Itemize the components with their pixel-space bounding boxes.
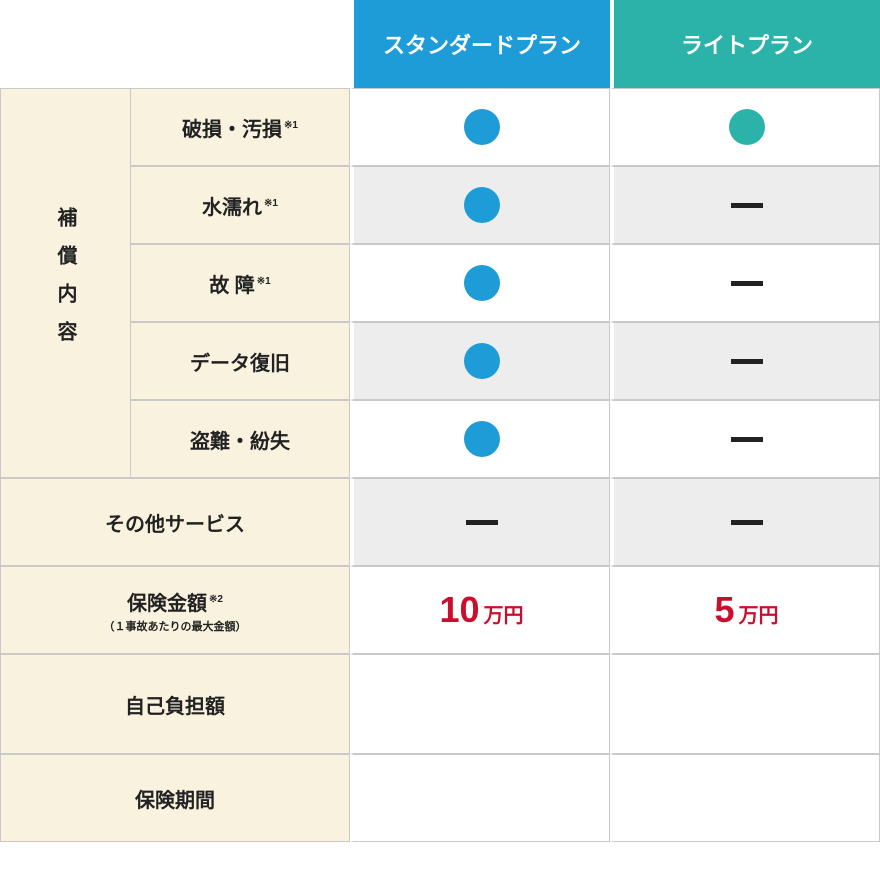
- circle-icon: [464, 109, 500, 145]
- dash-icon: [731, 359, 763, 364]
- amount-light-unit: 万円: [739, 599, 779, 628]
- row-label-other-services-text: その他サービス: [105, 508, 245, 537]
- circle-icon: [464, 187, 500, 223]
- amount-standard-num: 10: [439, 589, 479, 631]
- amount-light: 5 万円: [714, 589, 778, 631]
- amount-standard-unit: 万円: [484, 599, 524, 628]
- header-blank: [0, 0, 350, 88]
- row-label-data-recovery: データ復旧: [130, 322, 350, 400]
- row-label-damage: 破損・汚損※1: [130, 88, 350, 166]
- row-label-other-services: その他サービス: [0, 478, 350, 566]
- cell-theft-light: [610, 400, 880, 478]
- row-label-theft-text: 盗難・紛失: [190, 425, 290, 454]
- row-label-water-text: 水濡れ: [202, 197, 262, 219]
- cell-damage-standard: [350, 88, 610, 166]
- cell-damage-light: [610, 88, 880, 166]
- cell-other-standard: [350, 478, 610, 566]
- cell-period-light: [610, 754, 880, 842]
- row-label-data-recovery-text: データ復旧: [190, 347, 290, 376]
- row-label-period-text: 保険期間: [135, 784, 215, 813]
- row-label-insurance-amount-text: 保険金額: [127, 593, 207, 615]
- header-plan-standard: スタンダードプラン: [350, 0, 610, 88]
- cell-datarec-standard: [350, 322, 610, 400]
- dash-icon: [466, 520, 498, 525]
- cell-datarec-light: [610, 322, 880, 400]
- dash-icon: [731, 281, 763, 286]
- row-label-water: 水濡れ※1: [130, 166, 350, 244]
- row-label-malfunction-text: 故 障: [209, 275, 255, 297]
- circle-icon: [464, 343, 500, 379]
- header-plan-light: ライトプラン: [610, 0, 880, 88]
- cell-water-standard: [350, 166, 610, 244]
- cell-theft-standard: [350, 400, 610, 478]
- circle-icon: [729, 109, 765, 145]
- circle-icon: [464, 421, 500, 457]
- row-label-insurance-amount-sub: （１事故あたりの最大金額）: [104, 618, 247, 634]
- note-1a: ※1: [284, 120, 298, 131]
- cell-deductible-light: [610, 654, 880, 754]
- dash-icon: [731, 520, 763, 525]
- category-coverage: 補償内容: [0, 88, 130, 478]
- cell-water-light: [610, 166, 880, 244]
- cell-malfunction-light: [610, 244, 880, 322]
- row-label-malfunction: 故 障※1: [130, 244, 350, 322]
- cell-malfunction-standard: [350, 244, 610, 322]
- row-label-deductible-text: 自己負担額: [125, 690, 225, 719]
- row-label-insurance-amount: 保険金額※2 （１事故あたりの最大金額）: [0, 566, 350, 654]
- row-label-theft: 盗難・紛失: [130, 400, 350, 478]
- row-label-deductible: 自己負担額: [0, 654, 350, 754]
- cell-amount-light: 5 万円: [610, 566, 880, 654]
- note-1c: ※1: [257, 276, 271, 287]
- dash-icon: [731, 437, 763, 442]
- dash-icon: [731, 203, 763, 208]
- note-1b: ※1: [264, 198, 278, 209]
- cell-amount-standard: 10 万円: [350, 566, 610, 654]
- circle-icon: [464, 265, 500, 301]
- note-2: ※2: [209, 594, 223, 605]
- comparison-table: スタンダードプラン ライトプラン 補償内容 破損・汚損※1 水濡れ※1 故 障※…: [0, 0, 880, 842]
- row-label-damage-text: 破損・汚損: [182, 119, 282, 141]
- amount-standard: 10 万円: [439, 589, 523, 631]
- cell-period-standard: [350, 754, 610, 842]
- cell-deductible-standard: [350, 654, 610, 754]
- row-label-period: 保険期間: [0, 754, 350, 842]
- cell-other-light: [610, 478, 880, 566]
- amount-light-num: 5: [714, 589, 734, 631]
